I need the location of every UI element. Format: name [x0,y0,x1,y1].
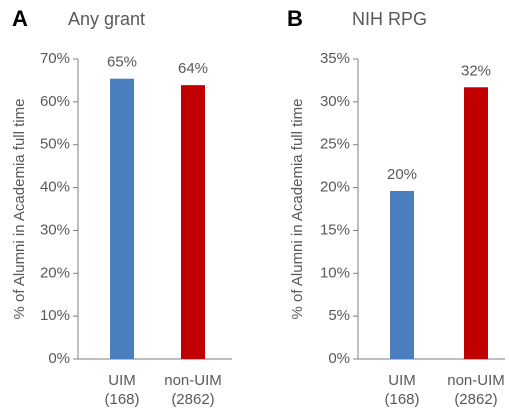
bar [390,191,414,359]
chart-title: NIH RPG [352,9,427,29]
y-tick-label: 0% [328,350,350,367]
y-tick-label: 20% [320,179,350,196]
y-tick-label: 15% [320,221,350,238]
y-tick-label: 20% [40,264,70,281]
y-tick-label: 50% [40,136,70,153]
y-tick-label: 10% [40,307,70,324]
value-label: 32% [461,62,491,79]
y-tick-label: 30% [40,221,70,238]
y-axis-label: % of Alumni in Academia full time [11,99,28,320]
y-axis-label: % of Alumni in Academia full time [289,99,306,320]
y-tick-label: 60% [40,93,70,110]
panel-label: B [287,6,303,31]
x-tick-label: non-UIM (2862) [164,372,222,408]
y-tick-label: 70% [40,50,70,67]
x-tick-label: non-UIM (2862) [447,372,505,408]
value-label: 20% [387,166,417,183]
y-tick-label: 30% [320,93,350,110]
bar [464,87,488,360]
x-tick-label: UIM (168) [104,372,140,408]
y-tick-label: 0% [48,350,70,367]
bar [181,85,205,360]
y-tick-label: 35% [320,50,350,67]
value-label: 65% [107,54,137,71]
y-tick-label: 5% [328,307,350,324]
x-tick-label: UIM (168) [384,372,420,408]
y-tick-label: 25% [320,136,350,153]
panel-label: A [12,6,28,31]
chart-title: Any grant [68,9,145,29]
value-label: 64% [178,60,208,77]
y-tick-label: 40% [40,179,70,196]
y-tick-label: 10% [320,264,350,281]
bar [110,78,134,359]
